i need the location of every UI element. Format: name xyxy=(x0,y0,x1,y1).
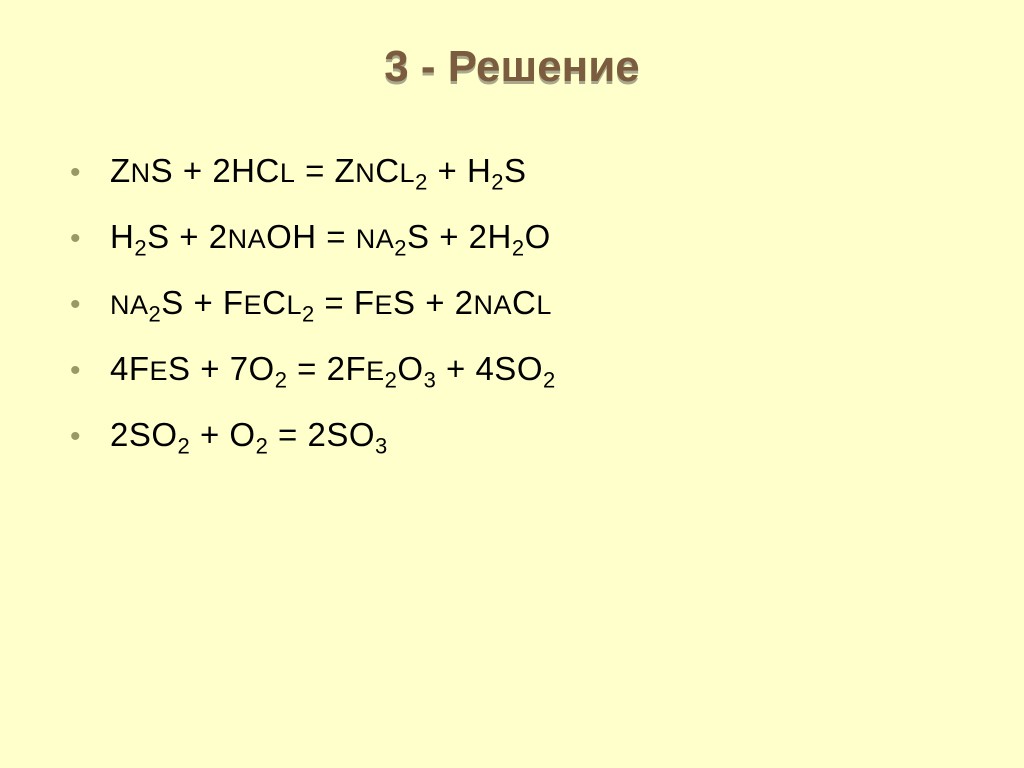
equations-list: •ZNS + 2HCL = ZNCL2 + H2S•H2S + 2NAOH = … xyxy=(0,92,1024,454)
equation-row: •NA2S + FECL2 = FES + 2NACL xyxy=(70,284,1024,322)
equation-text: 4FES + 7O2 = 2FE2O3 + 4SO2 xyxy=(110,350,556,388)
equation-text: ZNS + 2HCL = ZNCL2 + H2S xyxy=(110,152,527,190)
bullet-icon: • xyxy=(70,290,110,320)
bullet-icon: • xyxy=(70,158,110,188)
equation-row: •2SO2 + O2 = 2SO3 xyxy=(70,416,1024,454)
slide-title-block: 3 - Решение 3 - Решение xyxy=(0,0,1024,92)
bullet-icon: • xyxy=(70,224,110,254)
equation-row: •H2S + 2NAOH = NA2S + 2H2O xyxy=(70,218,1024,256)
equation-row: •4FES + 7O2 = 2FE2O3 + 4SO2 xyxy=(70,350,1024,388)
equation-text: 2SO2 + O2 = 2SO3 xyxy=(110,416,388,454)
slide-title: 3 - Решение xyxy=(0,42,1024,92)
equation-text: NA2S + FECL2 = FES + 2NACL xyxy=(110,284,552,322)
bullet-icon: • xyxy=(70,422,110,452)
bullet-icon: • xyxy=(70,356,110,386)
equation-row: •ZNS + 2HCL = ZNCL2 + H2S xyxy=(70,152,1024,190)
equation-text: H2S + 2NAOH = NA2S + 2H2O xyxy=(110,218,551,256)
